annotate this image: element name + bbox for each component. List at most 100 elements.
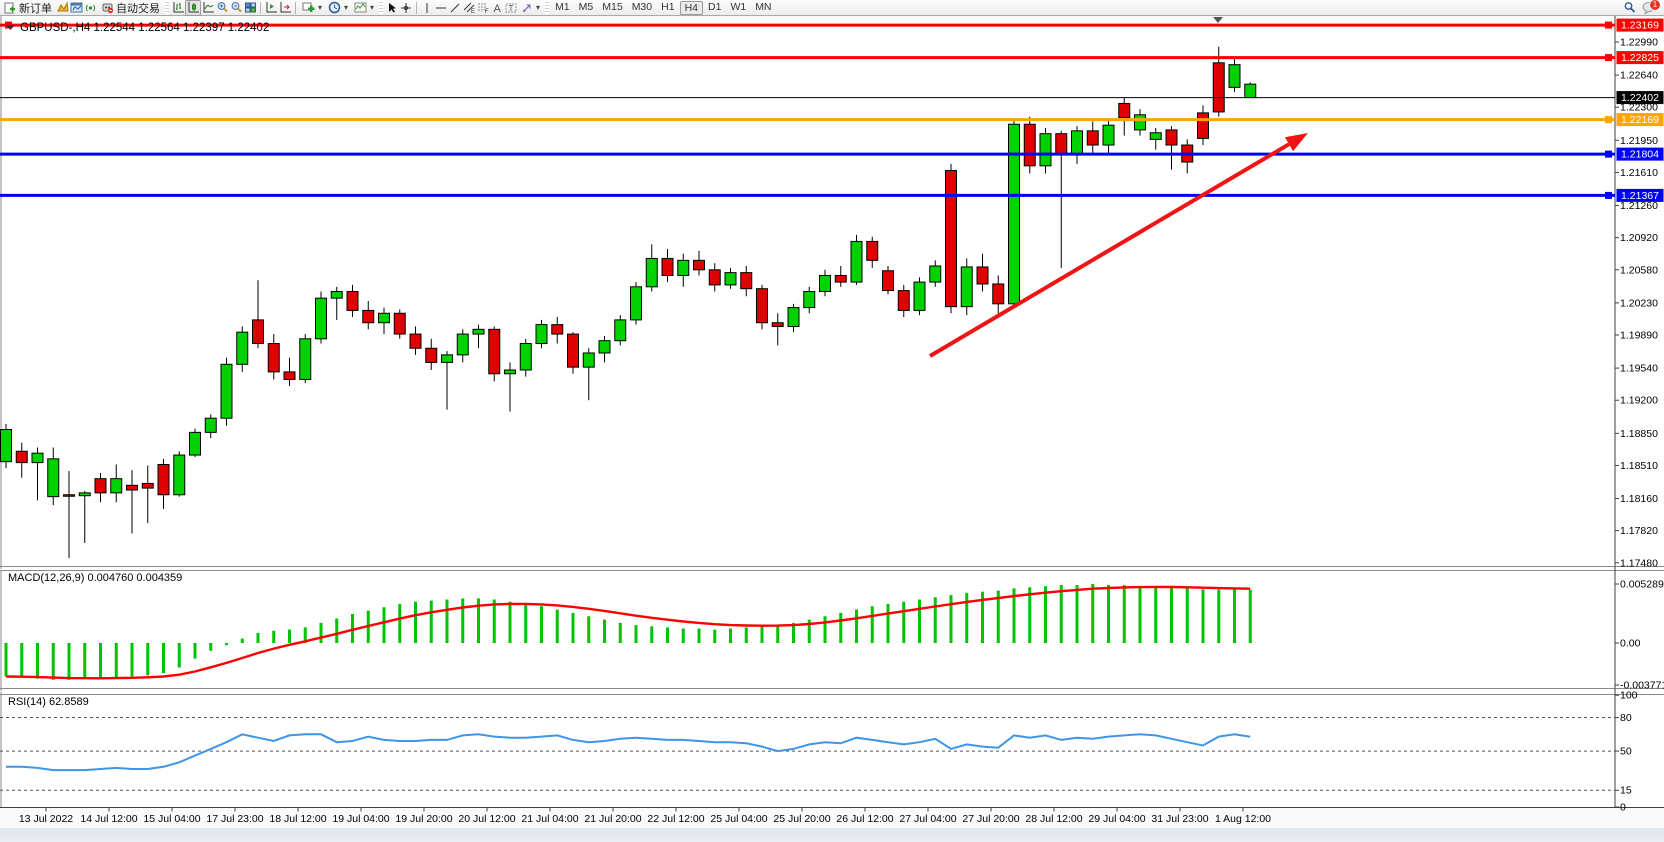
- candlestick: [866, 240, 879, 261]
- rsi-label: RSI(14) 62.8589: [8, 696, 89, 708]
- candlestick: [614, 319, 627, 342]
- timeframe-button-h1[interactable]: H1: [661, 1, 675, 13]
- time-tick-label: 1 Aug 12:00: [1215, 813, 1271, 825]
- fibonacci-icon[interactable]: F: [476, 1, 490, 15]
- timeframe-button-d1[interactable]: D1: [708, 1, 722, 13]
- timeframe-button-w1[interactable]: W1: [730, 1, 747, 13]
- signals-icon[interactable]: [83, 1, 97, 15]
- market-watch-icon[interactable]: [69, 1, 83, 15]
- candlestick: [913, 281, 926, 311]
- new-order-button[interactable]: 新订单: [0, 1, 55, 15]
- autotrading-button[interactable]: 自动交易: [97, 1, 163, 15]
- time-tick-label: 14 Jul 12:00: [80, 813, 137, 825]
- auto-scroll-icon[interactable]: [264, 1, 278, 15]
- bar-chart-icon[interactable]: [171, 1, 185, 15]
- rsi-line: [6, 733, 1251, 772]
- vertical-line-icon[interactable]: [420, 1, 434, 15]
- candlestick: [960, 266, 973, 308]
- zoom-out-icon[interactable]: [229, 1, 243, 15]
- timeframe-button-h4[interactable]: H4: [679, 0, 703, 15]
- notifications-icon[interactable]: 1: [1642, 0, 1661, 15]
- chart-shift-marker[interactable]: [1213, 17, 1223, 23]
- line-chart-icon[interactable]: [201, 1, 215, 15]
- horizontal-line-icon[interactable]: [434, 1, 448, 15]
- price-badge-label: 1.22169: [1621, 114, 1659, 126]
- price-tick-label: 1.21950: [1620, 135, 1658, 147]
- candlestick: [1008, 123, 1020, 305]
- arrows-icon[interactable]: ▾: [518, 1, 543, 15]
- search-icon[interactable]: [1622, 1, 1636, 15]
- candlestick: [1165, 129, 1178, 146]
- text-icon[interactable]: A: [490, 1, 504, 15]
- chevron-down-icon: ▾: [370, 3, 375, 12]
- channel-icon[interactable]: E: [462, 1, 476, 15]
- chart-window: 1.22990 1.22640 1.22300 1.21950 1.21610 1.212…: [0, 15, 1664, 837]
- time-tick-label: 20 Jul 12:00: [458, 813, 515, 825]
- candlestick: [1149, 132, 1162, 140]
- chart-background: [0, 15, 1664, 837]
- candlestick: [740, 272, 753, 290]
- label-icon[interactable]: T: [504, 1, 518, 15]
- timeframe-button-m5[interactable]: M5: [578, 1, 594, 13]
- time-tick-label: 19 Jul 20:00: [395, 813, 452, 825]
- macd-tick-label: 0.00: [1620, 638, 1641, 650]
- candlesticks: [0, 46, 1257, 559]
- line-handle[interactable]: [1605, 150, 1612, 158]
- indicators-button[interactable]: ▾: [351, 1, 377, 15]
- zoom-in-icon[interactable]: [215, 1, 229, 15]
- timeframe-button-m1[interactable]: M1: [555, 1, 570, 13]
- candlestick: [220, 363, 233, 419]
- crosshair-icon[interactable]: [399, 1, 413, 15]
- trendline-icon[interactable]: [448, 1, 462, 15]
- new-chart-button[interactable]: ▾: [299, 1, 325, 15]
- candlestick: [299, 338, 312, 380]
- price-badge: [1616, 113, 1664, 127]
- candlestick: [598, 340, 611, 354]
- time-tick-label: 25 Jul 04:00: [710, 813, 767, 825]
- price-tick-label: 1.21610: [1620, 167, 1658, 179]
- time-tick-label: 21 Jul 20:00: [584, 813, 641, 825]
- line-handle[interactable]: [1605, 21, 1612, 29]
- price-tick-label: 1.22640: [1620, 70, 1658, 82]
- candlestick: [346, 291, 359, 311]
- rsi-tick-label: 100: [1620, 690, 1638, 702]
- new-order-icon: [3, 1, 17, 15]
- chart-canvas[interactable]: 1.22990 1.22640 1.22300 1.21950 1.21610 1.212…: [0, 15, 1664, 837]
- trend-arrow[interactable]: [928, 133, 1308, 358]
- candlestick: [1086, 130, 1099, 146]
- candlestick: [252, 319, 264, 345]
- price-tick-label: 1.17820: [1620, 525, 1658, 537]
- price-tick-label: 1.17480: [1620, 557, 1658, 569]
- candlestick-chart-icon[interactable]: [185, 0, 201, 16]
- candlestick: [425, 347, 438, 363]
- timeframe-button-mn[interactable]: MN: [755, 1, 772, 13]
- time-tick-label: 21 Jul 04:00: [521, 813, 578, 825]
- chart-shift-icon[interactable]: [278, 1, 292, 15]
- period-clock-button[interactable]: ▾: [325, 1, 351, 15]
- candlestick: [110, 478, 123, 494]
- autotrading-icon: [100, 1, 114, 15]
- candlestick: [992, 283, 1005, 305]
- candlestick: [31, 452, 44, 464]
- candlestick: [472, 328, 485, 335]
- candlestick: [409, 333, 422, 349]
- line-handle[interactable]: [1605, 191, 1612, 199]
- rsi-tick-label: 80: [1620, 712, 1632, 724]
- profiles-icon[interactable]: [55, 1, 69, 15]
- price-tick-label: 1.19200: [1620, 395, 1658, 407]
- time-tick-label: 13 Jul 2022: [19, 813, 73, 825]
- tile-windows-icon[interactable]: [243, 1, 257, 15]
- timeframe-button-m15[interactable]: M15: [602, 1, 623, 13]
- price-badge: [1616, 147, 1664, 161]
- price-badge-label: 1.21367: [1621, 190, 1659, 202]
- candlestick: [535, 324, 548, 345]
- candlestick: [677, 259, 690, 276]
- cursor-icon[interactable]: [385, 1, 399, 15]
- line-handle[interactable]: [1605, 116, 1612, 124]
- candlestick: [661, 257, 674, 276]
- candlestick: [456, 333, 469, 356]
- candlestick: [551, 324, 564, 335]
- one-click-trading-collapse-icon[interactable]: [6, 25, 15, 30]
- timeframe-button-m30[interactable]: M30: [631, 1, 653, 13]
- line-handle[interactable]: [1605, 54, 1612, 62]
